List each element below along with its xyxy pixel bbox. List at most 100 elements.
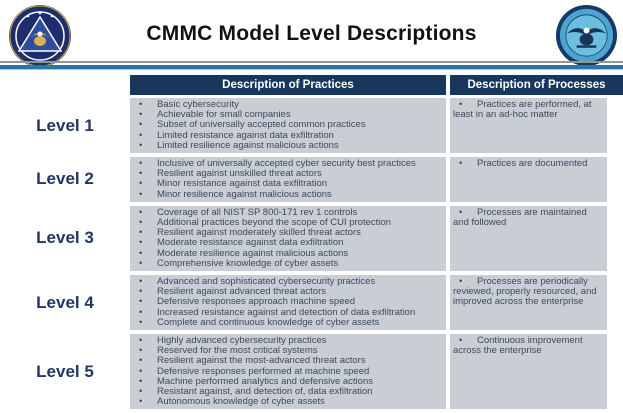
bullet-text: Complete and continuous knowledge of cyb… xyxy=(157,316,380,328)
bullet-item: • Continuous improvement across the enter… xyxy=(453,335,604,357)
title-divider-blue xyxy=(0,65,623,70)
bullet-item: • Limited resistance against data exfiltr… xyxy=(133,129,443,141)
seal-eagle-body xyxy=(34,36,46,46)
bullet-item: • Inclusive of universally accepted cyber… xyxy=(133,158,443,170)
processes-cell: • Continuous improvement across the enter… xyxy=(450,334,607,410)
bullet-item: • Machine performed analytics and defensi… xyxy=(133,375,443,387)
bullet-glyph: • xyxy=(139,227,143,239)
bullet-item: • Subset of universally accepted common p… xyxy=(133,120,443,130)
seal-eagle-body xyxy=(579,33,594,46)
bullet-item: • Limited resilience against malicious ac… xyxy=(133,139,443,151)
bullet-glyph: • xyxy=(139,286,143,298)
bullet-glyph: • xyxy=(139,237,143,249)
bullet-item: • Highly advanced cybersecurity practices xyxy=(133,335,443,347)
bullet-glyph: • xyxy=(139,375,143,387)
table-row: Level 2 • Inclusive of universally accept… xyxy=(0,157,623,202)
bullet-text: Resilient against advanced threat actors xyxy=(157,286,326,298)
bullet-text: Limited resistance against data exfiltra… xyxy=(157,129,334,141)
bullet-glyph: • xyxy=(139,99,143,110)
bullet-item: • Minor resilience against malicious acti… xyxy=(133,188,443,200)
bullet-item: • Resistant against, and detection of, da… xyxy=(133,386,443,398)
bullet-item: • Resilient against moderately skilled th… xyxy=(133,228,443,238)
table-row: Level 5 • Highly advanced cybersecurity p… xyxy=(0,334,623,410)
practices-cell: • Basic cybersecurity • Achievable for smal… xyxy=(130,98,446,154)
bullet-text: Comprehensive knowledge of cyber assets xyxy=(157,257,339,269)
bullet-item: • Practices are performed, at least in an… xyxy=(453,99,604,120)
bullet-glyph: • xyxy=(139,188,143,200)
usd-acquisition-sustainment-seal-icon xyxy=(9,5,71,67)
bullet-text: Limited resilience against malicious act… xyxy=(157,139,339,151)
bullet-text: Practices are documented xyxy=(477,158,588,170)
level-column: Level 3 xyxy=(0,206,130,271)
bullet-item: • Advanced and sophisticated cybersecurit… xyxy=(133,276,443,288)
bullet-glyph: • xyxy=(139,247,143,259)
bullet-text: Achievable for small companies xyxy=(157,109,291,121)
level-label: Level 2 xyxy=(36,169,94,189)
bullet-glyph: • xyxy=(139,168,143,180)
bullet-item: • Processes are maintained and followed xyxy=(453,207,604,228)
bullet-glyph: • xyxy=(139,158,143,170)
bullet-glyph: • xyxy=(139,257,143,269)
bullet-glyph: • xyxy=(139,335,143,347)
bullet-text: Coverage of all NIST SP 800-171 rev 1 co… xyxy=(157,206,358,218)
page-title: CMMC Model Level Descriptions xyxy=(146,22,477,45)
bullet-glyph: • xyxy=(139,109,143,121)
bullet-item: • Reserved for the most critical systems xyxy=(133,346,443,356)
practices-cell: • Coverage of all NIST SP 800-171 rev 1 c… xyxy=(130,205,446,272)
bullet-item: • Coverage of all NIST SP 800-171 rev 1 c… xyxy=(133,206,443,218)
level-label: Level 1 xyxy=(36,115,94,135)
level-label: Level 3 xyxy=(36,228,94,248)
level-label: Level 4 xyxy=(36,292,94,312)
bullet-item: • Increased resistance against and detect… xyxy=(133,306,443,318)
bullet-glyph: • xyxy=(139,306,143,318)
bullet-text: Machine performed analytics and defensiv… xyxy=(157,375,373,387)
bullet-text: Advanced and sophisticated cybersecurity… xyxy=(157,276,376,288)
table-row: Level 4 • Advanced and sophisticated cybe… xyxy=(0,275,623,331)
bullet-glyph: • xyxy=(139,217,143,229)
bullet-text: Basic cybersecurity xyxy=(157,99,239,110)
bullet-item: • Additional practices beyond the scope o… xyxy=(133,217,443,229)
bullet-text: Additional practices beyond the scope of… xyxy=(157,217,391,229)
bullet-glyph: • xyxy=(139,296,143,308)
bullet-item: • Processes are periodically reviewed, pr… xyxy=(453,276,604,308)
bullet-item: • Moderate resistance against data exfilt… xyxy=(133,238,443,248)
bullet-item: • Minor resistance against data exfiltrat… xyxy=(133,179,443,189)
bullet-item: • Comprehensive knowledge of cyber assets xyxy=(133,257,443,269)
bullet-text: Resilient against the most-advanced thre… xyxy=(157,355,366,367)
seal-arrows xyxy=(576,45,597,48)
processes-cell: • Practices are documented xyxy=(450,157,607,202)
bullet-glyph: • xyxy=(459,276,463,288)
bullet-glyph: • xyxy=(139,396,143,408)
bullet-item: • Complete and continuous knowledge of cy… xyxy=(133,316,443,328)
bullet-glyph: • xyxy=(139,365,143,377)
seal-eagle-head xyxy=(37,31,43,37)
bullet-glyph: • xyxy=(459,99,463,110)
table-row: Level 1 • Basic cybersecurity • Achievable … xyxy=(0,98,623,154)
bullet-text: Inclusive of universally accepted cyber … xyxy=(157,158,416,170)
bullet-glyph: • xyxy=(139,355,143,367)
bullet-glyph: • xyxy=(139,276,143,288)
table-body: Level 1 • Basic cybersecurity • Achievable … xyxy=(0,98,623,410)
bullet-text: Moderate resilience against malicious ac… xyxy=(157,247,349,259)
bullet-item: • Defensive responses performed at machin… xyxy=(133,365,443,377)
bullet-text: Minor resistance against data exfiltrati… xyxy=(157,178,328,190)
bullet-item: • Basic cybersecurity xyxy=(133,99,443,110)
bullet-glyph: • xyxy=(139,178,143,190)
table-row: Level 3 • Coverage of all NIST SP 800-171… xyxy=(0,205,623,272)
bullet-text: Resilient against unskilled threat actor… xyxy=(157,168,322,180)
level-column: Level 1 xyxy=(0,98,130,153)
header-description-of-processes: Description of Processes xyxy=(450,75,623,95)
bullet-glyph: • xyxy=(139,119,143,131)
bullet-text: Resistant against, and detection of, dat… xyxy=(157,386,373,398)
seal-star xyxy=(38,11,42,15)
processes-cell: • Processes are periodically reviewed, pr… xyxy=(450,275,607,331)
bullet-item: • Moderate resilience against malicious a… xyxy=(133,247,443,259)
bullet-item: • Defensive responses approach machine sp… xyxy=(133,297,443,307)
level-column: Level 5 xyxy=(0,334,130,409)
bullet-text: Continuous improvement across the enterp… xyxy=(453,335,583,357)
bullet-text: Subset of universally accepted common pr… xyxy=(157,119,366,131)
level-column: Level 2 xyxy=(0,157,130,202)
level-label: Level 5 xyxy=(36,361,94,381)
title-divider-gray xyxy=(0,61,623,63)
